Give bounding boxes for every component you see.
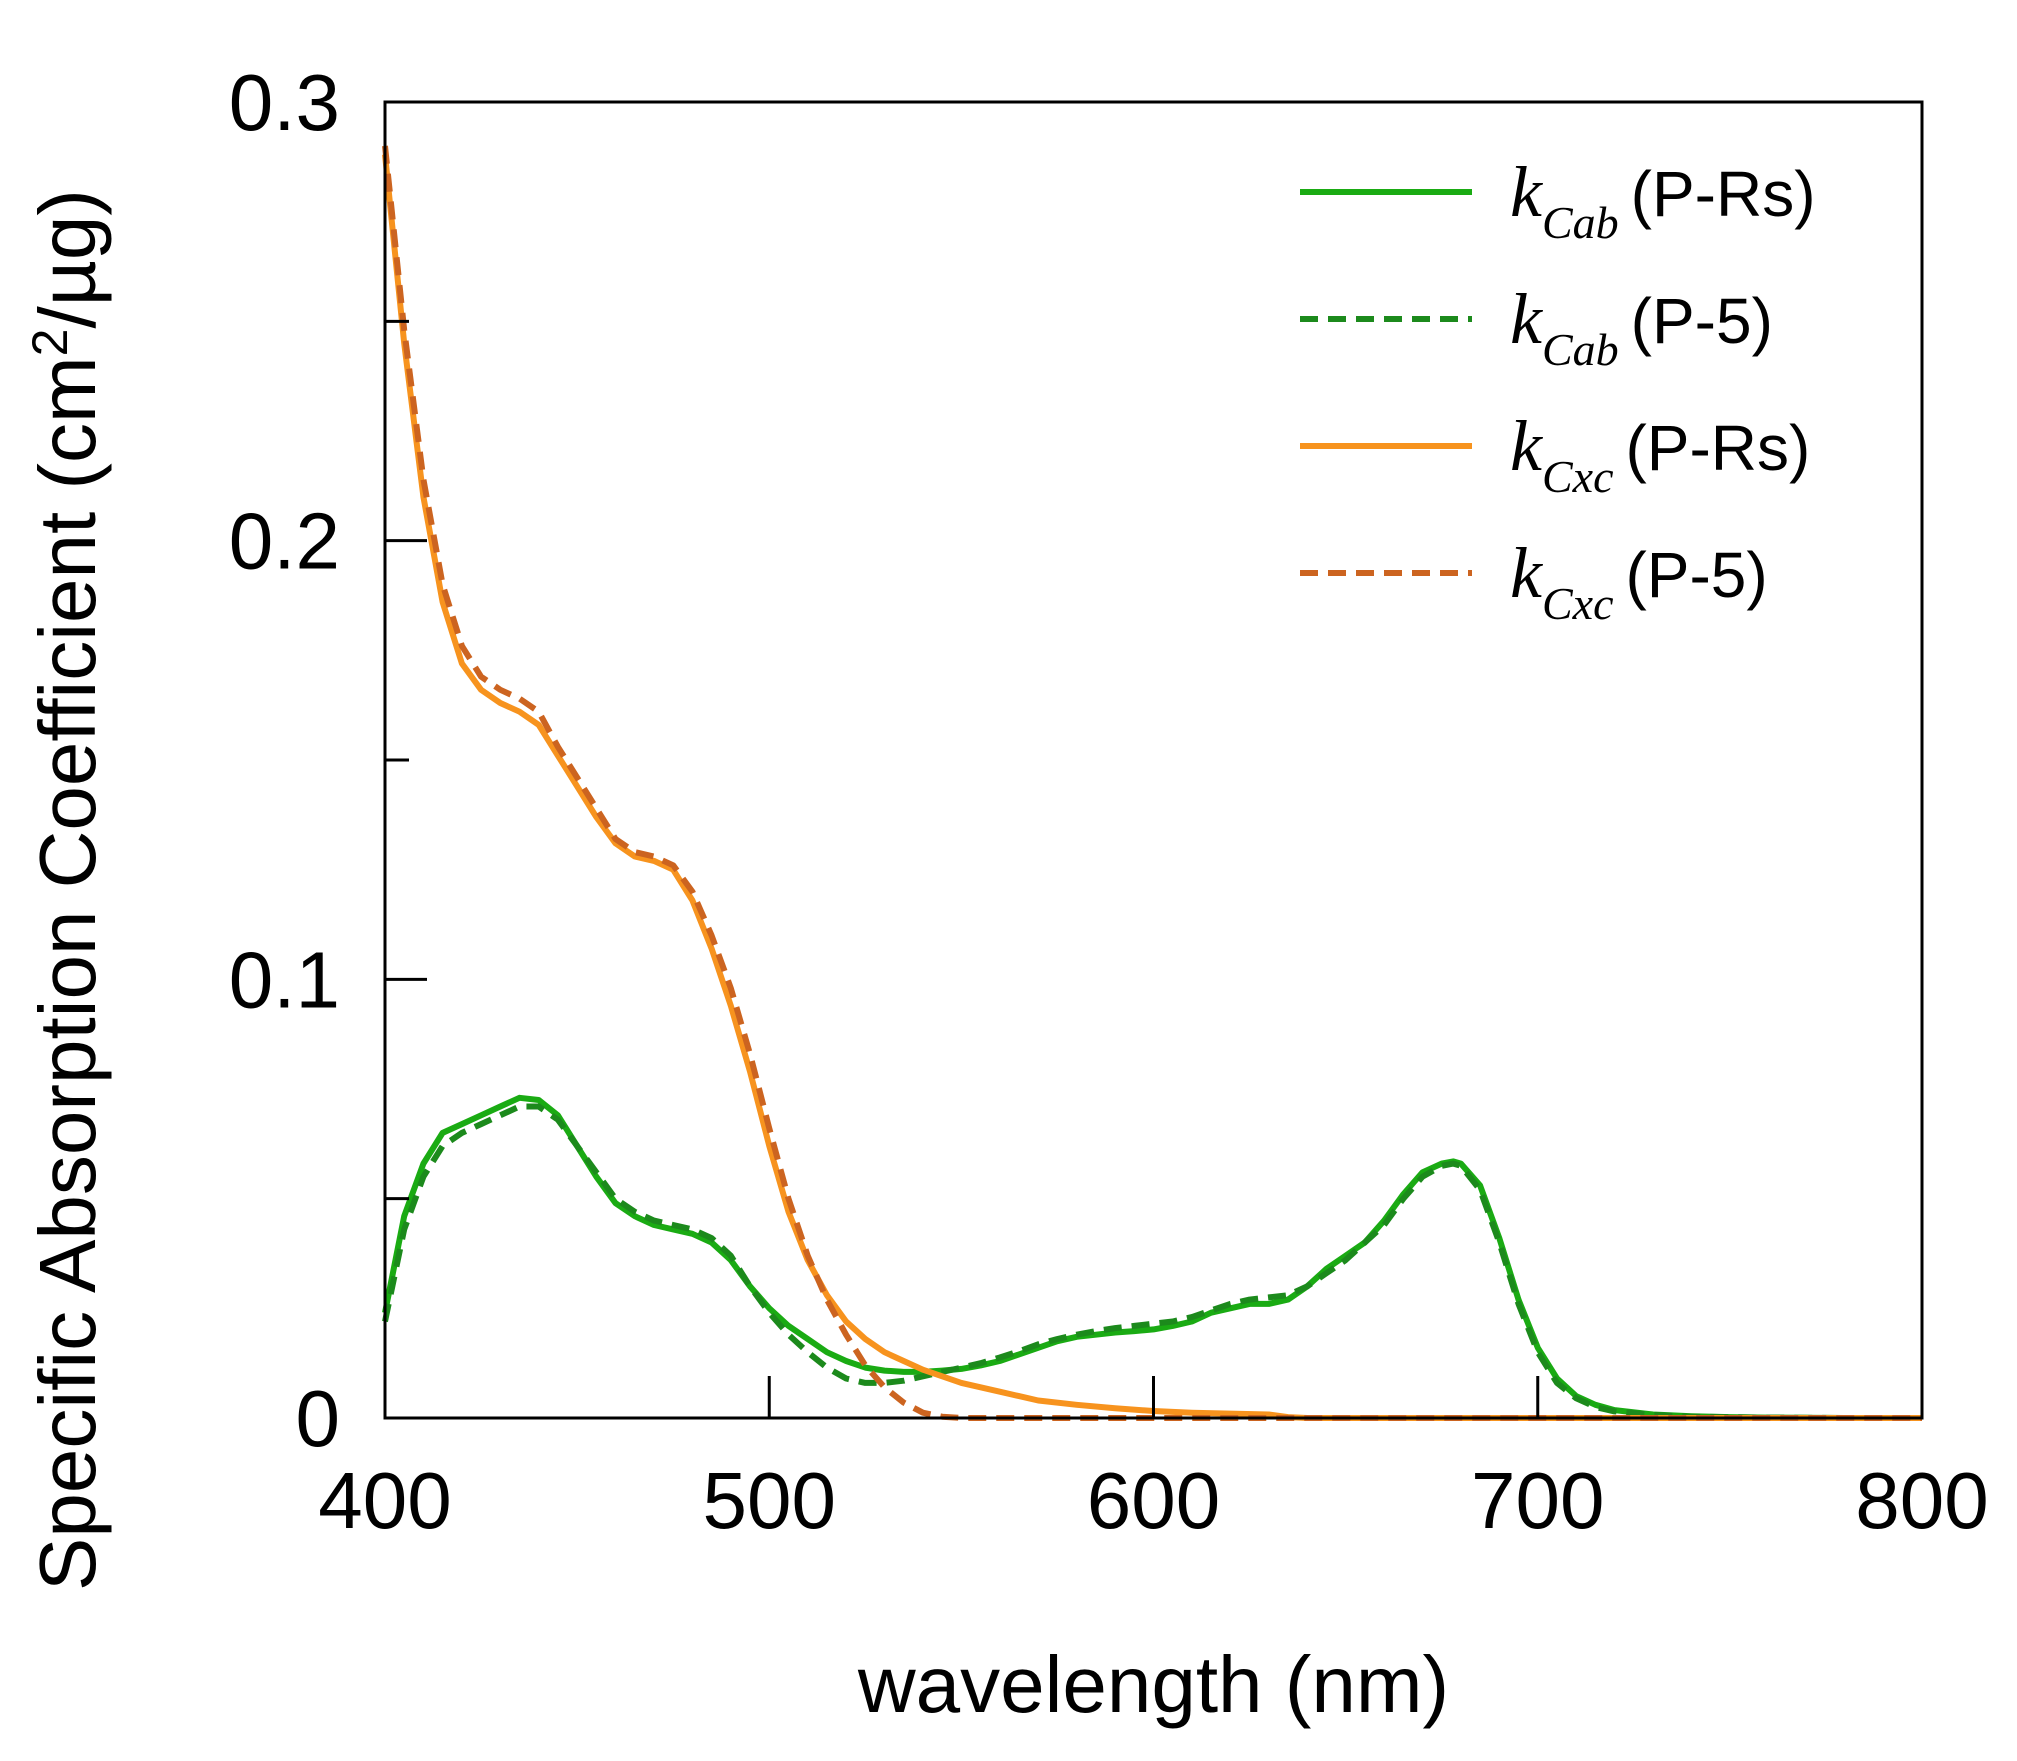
legend-series-label: (P-5)	[1625, 539, 1767, 611]
legend-label: kCab (P-5)	[1510, 279, 1773, 375]
legend-k-symbol: k	[1510, 533, 1544, 613]
x-tick-label: 400	[318, 1456, 451, 1545]
x-tick-label: 500	[703, 1456, 836, 1545]
legend-k-symbol: k	[1510, 152, 1544, 232]
y-axis-title-superscript: 2	[22, 328, 78, 356]
y-tick-label: 0.1	[229, 935, 340, 1024]
y-tick-label: 0.3	[229, 58, 340, 147]
legend: kCab (P-Rs)kCab (P-5)kCxc (P-Rs)kCxc (P-5)	[1300, 152, 1816, 629]
y-axis: 0 0.1 0.2 0.3	[229, 58, 427, 1463]
legend-label: kCab (P-Rs)	[1510, 152, 1816, 248]
legend-series-label: (P-5)	[1631, 285, 1773, 357]
series-line-2	[382, 1103, 1922, 1421]
y-axis-title-main: Specific Absorption Coefficient (cm	[23, 356, 112, 1591]
legend-subscript: Cxc	[1542, 451, 1614, 502]
legend-k-symbol: k	[1510, 406, 1544, 486]
x-tick-label: 800	[1855, 1456, 1988, 1545]
legend-series-label: (P-Rs)	[1625, 412, 1810, 484]
y-tick-label: 0	[296, 1374, 341, 1463]
legend-label: kCxc (P-5)	[1510, 533, 1768, 629]
x-axis-title: wavelength (nm)	[857, 1640, 1449, 1729]
x-tick-label: 600	[1087, 1456, 1220, 1545]
legend-subscript: Cab	[1542, 324, 1619, 375]
x-axis: 400 500 600 700 800	[318, 1376, 1989, 1545]
legend-label: kCxc (P-Rs)	[1510, 406, 1810, 502]
legend-subscript: Cxc	[1542, 578, 1614, 629]
series-line-1	[382, 1094, 1922, 1421]
legend-subscript: Cab	[1542, 197, 1619, 248]
legend-series-label: (P-Rs)	[1631, 158, 1816, 230]
series-line-3	[382, 154, 1922, 1421]
y-axis-title: Specific Absorption Coefficient (cm2/µg)	[22, 189, 112, 1591]
legend-k-symbol: k	[1510, 279, 1544, 359]
y-tick-label: 0.2	[229, 497, 340, 586]
y-axis-title-units: /µg)	[23, 189, 112, 328]
x-tick-label: 700	[1471, 1456, 1604, 1545]
